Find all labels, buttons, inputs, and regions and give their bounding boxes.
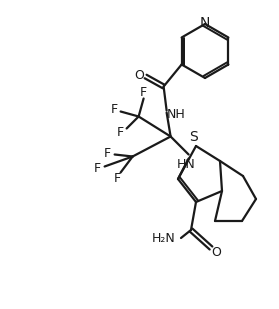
Text: F: F bbox=[104, 147, 111, 160]
Text: F: F bbox=[94, 162, 101, 175]
Text: F: F bbox=[117, 126, 124, 139]
Text: F: F bbox=[140, 86, 147, 99]
Text: HN: HN bbox=[177, 158, 196, 171]
Text: S: S bbox=[190, 130, 198, 144]
Text: O: O bbox=[135, 69, 145, 82]
Text: O: O bbox=[211, 247, 221, 260]
Text: N: N bbox=[200, 16, 210, 30]
Text: NH: NH bbox=[167, 108, 186, 121]
Text: F: F bbox=[114, 172, 121, 185]
Text: H₂N: H₂N bbox=[152, 231, 176, 244]
Text: F: F bbox=[111, 103, 118, 116]
